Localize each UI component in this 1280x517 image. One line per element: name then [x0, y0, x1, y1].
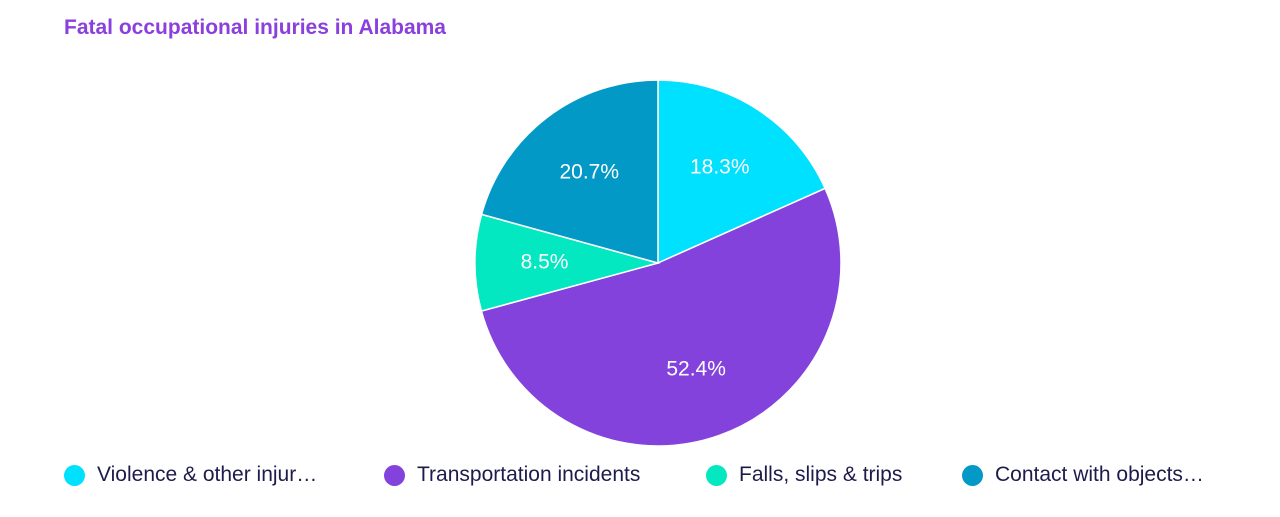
- chart-legend: Violence & other injur… Transportation i…: [0, 460, 1280, 490]
- legend-label-transportation: Transportation incidents: [417, 463, 641, 486]
- legend-swatch-falls: [706, 464, 727, 486]
- pie-slice-contact[interactable]: [480, 79, 659, 264]
- pie-slice-violence[interactable]: [657, 79, 827, 265]
- legend-swatch-transportation: [384, 464, 405, 486]
- legend-swatch-violence: [64, 464, 85, 486]
- pie-label-falls: 8.5%: [521, 250, 569, 273]
- legend-item-falls[interactable]: Falls, slips & trips: [706, 460, 902, 490]
- legend-item-transportation[interactable]: Transportation incidents: [384, 460, 640, 490]
- legend-label-falls: Falls, slips & trips: [739, 463, 903, 486]
- chart-title: Fatal occupational injuries in Alabama: [64, 16, 446, 39]
- legend-label-contact: Contact with objects…: [995, 463, 1204, 486]
- pie-label-violence: 18.3%: [690, 155, 750, 178]
- pie-slice-transportation[interactable]: [480, 187, 842, 447]
- pie-slices: [474, 79, 842, 447]
- legend-item-contact[interactable]: Contact with objects…: [962, 460, 1204, 490]
- pie-labels: 18.3% 52.4% 8.5% 20.7%: [521, 155, 750, 380]
- pie-label-contact: 20.7%: [559, 160, 619, 183]
- pie-slice-falls[interactable]: [474, 213, 661, 312]
- pie-label-transportation: 52.4%: [666, 357, 726, 380]
- legend-label-violence: Violence & other injur…: [97, 463, 318, 486]
- legend-item-violence[interactable]: Violence & other injur…: [64, 460, 317, 490]
- legend-swatch-contact: [962, 464, 983, 486]
